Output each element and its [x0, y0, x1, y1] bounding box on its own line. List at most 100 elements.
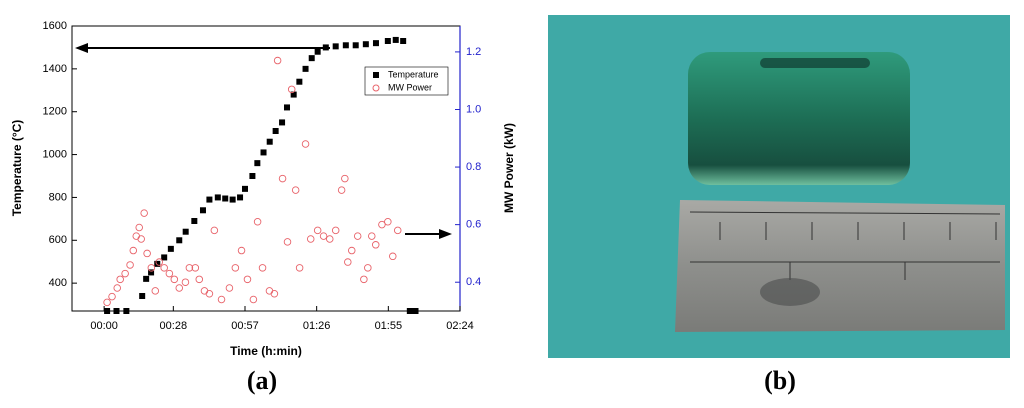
ruler [675, 200, 1005, 332]
temperature-point [191, 218, 198, 224]
temperature-point [290, 91, 297, 98]
power-point [231, 264, 240, 272]
temperature-point [406, 308, 413, 314]
legend-marker [372, 84, 380, 92]
power-point [147, 264, 156, 272]
power-point [129, 246, 138, 255]
temperature-point [241, 185, 248, 192]
power-point [337, 186, 346, 194]
legend-label: Temperature [388, 69, 439, 79]
power-point [258, 264, 267, 272]
temperature-point [167, 245, 174, 252]
y-tick-label: 1400 [43, 63, 67, 75]
temperature-point [332, 43, 339, 50]
power-point [291, 186, 300, 194]
temperature-point [284, 104, 291, 111]
power-point [170, 275, 179, 284]
power-point [331, 226, 340, 235]
temperature-point [302, 65, 309, 72]
power-point [378, 220, 386, 229]
power-point [283, 238, 292, 246]
temperature-point [362, 41, 369, 48]
power-point [205, 289, 214, 298]
panel-label: (b) [764, 366, 796, 395]
power-point [371, 241, 380, 249]
power-point [319, 232, 328, 240]
power-point [360, 275, 368, 284]
temperature-point [237, 194, 244, 201]
power-point [273, 56, 282, 65]
power-point [121, 269, 129, 278]
power-point [265, 287, 274, 295]
temperature-point [314, 48, 321, 55]
y2-tick-label: 0.4 [466, 276, 481, 288]
arrow-head [439, 229, 452, 239]
power-point [191, 264, 200, 272]
y2-tick-label: 1.0 [466, 103, 481, 115]
power-point [103, 298, 111, 307]
y2-axis-label: MW Power (kW) [502, 123, 516, 213]
temperature-point [272, 128, 279, 134]
power-point [368, 232, 376, 240]
y-tick-label: 800 [49, 191, 67, 203]
power-point [195, 275, 204, 284]
power-point [237, 246, 246, 255]
y-tick-label: 1000 [43, 148, 67, 160]
temperature-point [392, 36, 399, 43]
temperature-point [249, 173, 256, 179]
power-point [185, 264, 194, 272]
temperature-point [342, 42, 349, 49]
power-point [165, 269, 174, 278]
power-point [249, 295, 258, 304]
temperature-point [384, 38, 391, 44]
power-point [344, 258, 352, 266]
power-point [341, 174, 349, 183]
power-point [353, 232, 362, 240]
power-point [295, 264, 304, 272]
power-point [143, 249, 151, 258]
temperature-point [322, 44, 329, 51]
temperature-point [254, 160, 261, 167]
y2-tick-label: 0.6 [466, 219, 481, 231]
temperature-point [199, 207, 206, 214]
power-point [364, 264, 372, 272]
y2-tick-label: 1.2 [466, 46, 481, 58]
ruler-ticks [689, 211, 1001, 280]
temperature-point [206, 196, 213, 203]
temperature-point [296, 78, 303, 85]
legend-box [364, 66, 449, 96]
power-point [108, 292, 116, 301]
annotation-arrows [75, 43, 452, 239]
x-tick-label: 00:00 [90, 320, 118, 332]
legend-label: MW Power [388, 82, 432, 92]
y-axis-label: Temperature (°C) [10, 120, 24, 217]
x-axis-label: Time (h:min) [230, 344, 302, 358]
power-point [393, 226, 402, 235]
power-point [287, 85, 296, 94]
power-point [160, 264, 168, 272]
y-tick-label: 1200 [43, 106, 67, 118]
temperature-point [400, 38, 407, 44]
temperature-point [148, 269, 155, 276]
power-point [200, 287, 209, 295]
x-tick-label: 00:57 [231, 320, 259, 332]
power-point [126, 261, 134, 269]
temperature-point [214, 194, 221, 201]
temperature-point [176, 237, 183, 244]
power-point [225, 284, 234, 292]
arrow-head [75, 43, 88, 53]
power-point [348, 246, 356, 255]
power-point [140, 209, 148, 217]
power-point [270, 289, 279, 298]
y2-tick-label: 0.8 [466, 161, 481, 173]
y-tick-label: 400 [49, 277, 67, 289]
power-point [389, 252, 397, 261]
x-tick-label: 00:28 [160, 320, 188, 332]
temperature-point [412, 308, 419, 314]
temperature-point [154, 260, 161, 267]
glass-highlight [760, 58, 870, 68]
power-point [175, 284, 184, 292]
power-point [155, 258, 163, 266]
x-tick-label: 01:26 [303, 320, 331, 332]
